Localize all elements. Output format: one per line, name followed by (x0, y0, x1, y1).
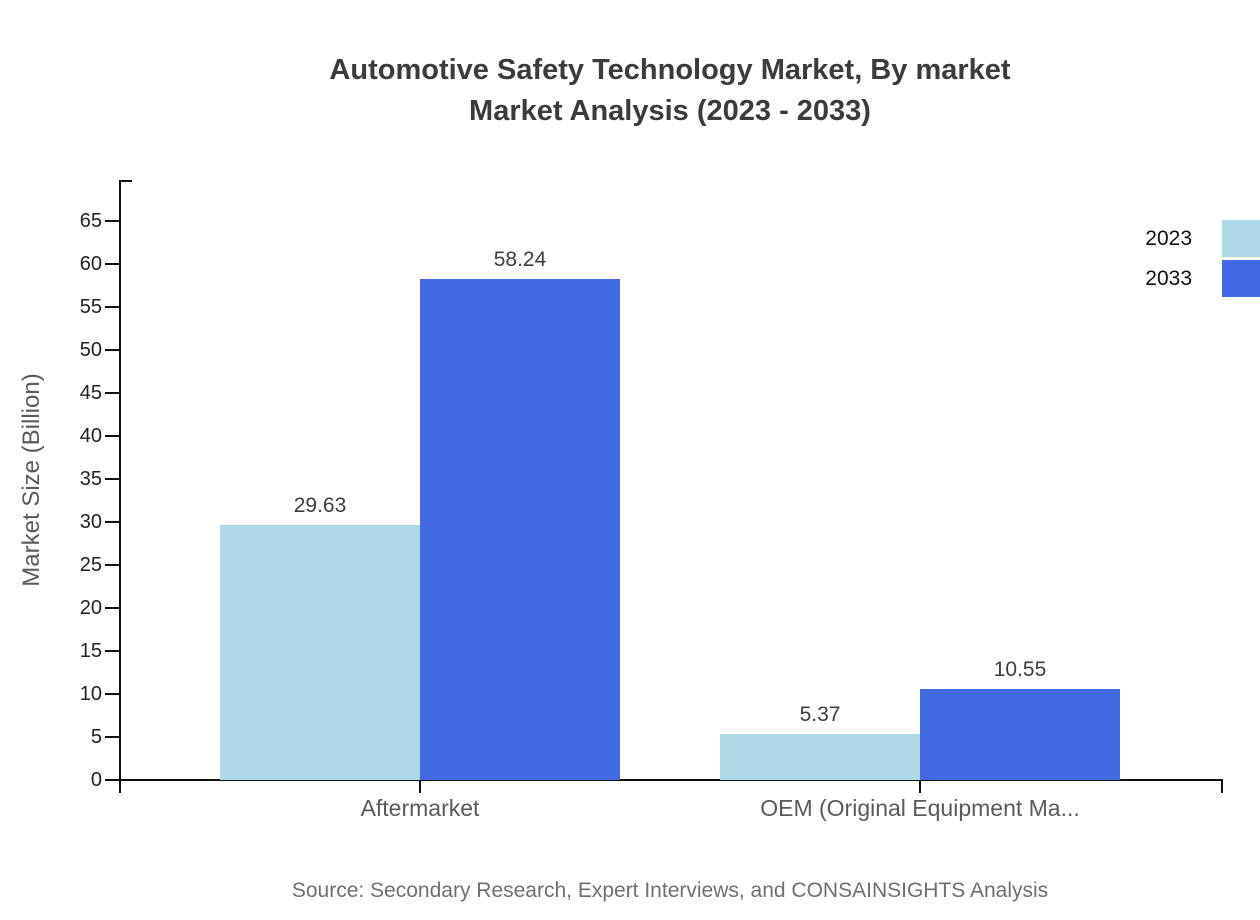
y-axis-line (119, 180, 121, 793)
y-tick-mark (105, 392, 120, 394)
bar-2033-1[interactable] (920, 689, 1120, 780)
y-tick-label: 40 (79, 425, 102, 447)
y-tick-label: 65 (79, 210, 102, 232)
y-tick-mark (105, 779, 120, 781)
bar-2023-1[interactable] (720, 733, 920, 780)
y-tick-mark (105, 435, 120, 437)
y-tick-mark (105, 478, 120, 480)
y-tick-label: 60 (79, 253, 102, 275)
y-tick-label: 35 (79, 468, 102, 490)
y-tick-mark (105, 650, 120, 652)
x-tick-mark (419, 781, 421, 793)
y-tick-label: 15 (79, 640, 102, 662)
x-tick-mark (919, 781, 921, 793)
legend-swatch (1222, 220, 1260, 257)
y-tick-label: 5 (90, 726, 102, 748)
y-tick-mark (105, 306, 120, 308)
y-tick-label: 25 (79, 554, 102, 576)
legend-swatch (1222, 260, 1260, 297)
y-tick-mark (105, 736, 120, 738)
y-axis-end-cap (119, 180, 132, 182)
chart-title-line1: Automotive Safety Technology Market, By … (329, 54, 1011, 86)
y-tick-mark (105, 263, 120, 265)
legend-item-2023[interactable]: 2023 (1100, 220, 1260, 257)
y-tick-label: 0 (90, 769, 102, 791)
x-category-label: Aftermarket (360, 795, 480, 821)
legend-label: 2033 (1145, 266, 1192, 290)
x-axis-end-cap (1221, 779, 1223, 793)
bar-2033-0[interactable] (420, 279, 620, 780)
bar-value-label: 10.55 (993, 658, 1047, 682)
bar-value-label: 5.37 (799, 702, 841, 726)
y-tick-label: 10 (79, 683, 102, 705)
chart-title-line2: Market Analysis (2023 - 2033) (469, 95, 871, 127)
y-tick-mark (105, 220, 120, 222)
y-tick-mark (105, 521, 120, 523)
source-note: Source: Secondary Research, Expert Inter… (291, 879, 1049, 902)
y-tick-mark (105, 693, 120, 695)
bar-2023-0[interactable] (220, 525, 420, 780)
y-tick-label: 45 (79, 382, 102, 404)
y-tick-mark (105, 607, 120, 609)
legend-label: 2023 (1145, 226, 1192, 250)
y-tick-mark (105, 564, 120, 566)
y-tick-label: 30 (79, 511, 102, 533)
y-tick-label: 20 (79, 597, 102, 619)
bar-value-label: 29.63 (293, 494, 347, 518)
y-tick-label: 50 (79, 339, 102, 361)
bar-value-label: 58.24 (493, 248, 547, 272)
legend-item-2033[interactable]: 2033 (1100, 260, 1260, 297)
x-axis-line (119, 779, 1223, 781)
chart-title: Automotive Safety Technology Market, By … (90, 50, 1250, 132)
y-tick-label: 55 (79, 296, 102, 318)
x-category-label: OEM (Original Equipment Ma... (760, 795, 1080, 821)
y-tick-mark (105, 349, 120, 351)
